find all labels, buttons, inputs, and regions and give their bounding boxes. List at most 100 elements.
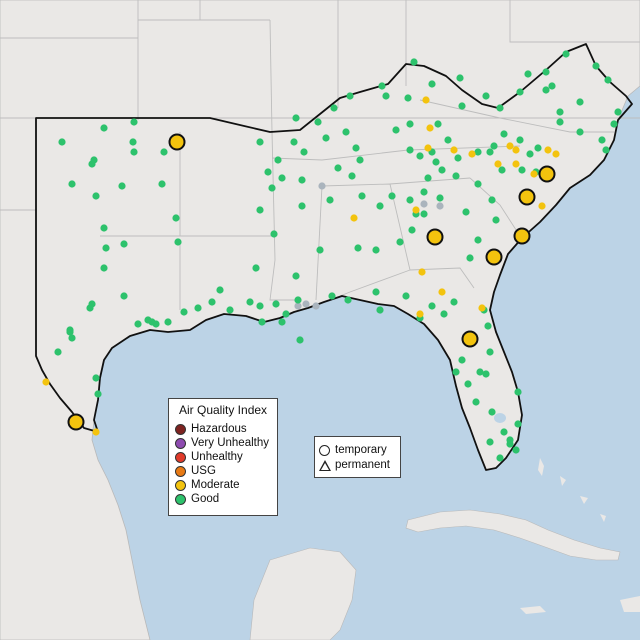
monitor-site-good[interactable] xyxy=(420,188,428,196)
monitor-site-good[interactable] xyxy=(68,334,76,342)
monitor-site-good[interactable] xyxy=(372,246,380,254)
monitor-site-good[interactable] xyxy=(348,172,356,180)
monitor-site-good[interactable] xyxy=(256,138,264,146)
monitor-site-good[interactable] xyxy=(534,144,542,152)
monitor-site-good[interactable] xyxy=(514,388,522,396)
monitor-site-good[interactable] xyxy=(456,74,464,82)
temporary-monitor-moderate[interactable] xyxy=(168,133,186,151)
temporary-monitor-moderate[interactable] xyxy=(461,330,479,348)
temporary-monitor-moderate[interactable] xyxy=(538,165,556,183)
monitor-site-good[interactable] xyxy=(226,306,234,314)
monitor-site-good[interactable] xyxy=(472,398,480,406)
monitor-site-moderate[interactable] xyxy=(538,202,546,210)
monitor-site-good[interactable] xyxy=(396,238,404,246)
monitor-site-good[interactable] xyxy=(120,292,128,300)
monitor-site-good[interactable] xyxy=(486,148,494,156)
monitor-site-good[interactable] xyxy=(298,176,306,184)
monitor-site-good[interactable] xyxy=(516,88,524,96)
monitor-site-good[interactable] xyxy=(346,92,354,100)
monitor-site-good[interactable] xyxy=(256,206,264,214)
monitor-site-good[interactable] xyxy=(358,192,366,200)
monitor-site-moderate[interactable] xyxy=(350,214,358,222)
monitor-site-good[interactable] xyxy=(496,454,504,462)
monitor-site-good[interactable] xyxy=(102,244,110,252)
monitor-site-good[interactable] xyxy=(278,174,286,182)
monitor-site-good[interactable] xyxy=(490,142,498,150)
monitor-site-good[interactable] xyxy=(444,136,452,144)
monitor-site-moderate[interactable] xyxy=(426,124,434,132)
monitor-site-good[interactable] xyxy=(54,348,62,356)
monitor-site-good[interactable] xyxy=(466,254,474,262)
monitor-site-good[interactable] xyxy=(458,102,466,110)
monitor-site-good[interactable] xyxy=(512,446,520,454)
temporary-monitor-moderate[interactable] xyxy=(518,188,536,206)
monitor-site-good[interactable] xyxy=(576,98,584,106)
monitor-site-moderate[interactable] xyxy=(438,288,446,296)
monitor-site-good[interactable] xyxy=(526,150,534,158)
monitor-site-good[interactable] xyxy=(256,302,264,310)
monitor-site-good[interactable] xyxy=(264,168,272,176)
monitor-site-good[interactable] xyxy=(438,166,446,174)
monitor-site-good[interactable] xyxy=(252,264,260,272)
monitor-site-good[interactable] xyxy=(330,104,338,112)
monitor-site-good[interactable] xyxy=(134,320,142,328)
monitor-site-good[interactable] xyxy=(352,144,360,152)
monitor-site-good[interactable] xyxy=(372,288,380,296)
monitor-site-good[interactable] xyxy=(129,138,137,146)
monitor-site-good[interactable] xyxy=(406,146,414,154)
monitor-site-good[interactable] xyxy=(382,92,390,100)
monitor-site-good[interactable] xyxy=(410,58,418,66)
monitor-site-good[interactable] xyxy=(180,308,188,316)
monitor-site-good[interactable] xyxy=(434,120,442,128)
monitor-site-good[interactable] xyxy=(100,264,108,272)
monitor-site-moderate[interactable] xyxy=(416,310,424,318)
monitor-site-good[interactable] xyxy=(488,196,496,204)
monitor-site-good[interactable] xyxy=(420,210,428,218)
monitor-site-good[interactable] xyxy=(464,380,472,388)
monitor-site-good[interactable] xyxy=(408,226,416,234)
monitor-site-good[interactable] xyxy=(258,318,266,326)
monitor-site-good[interactable] xyxy=(100,124,108,132)
monitor-site-good[interactable] xyxy=(486,348,494,356)
monitor-site-moderate[interactable] xyxy=(424,144,432,152)
monitor-site-good[interactable] xyxy=(506,436,514,444)
monitor-site-good[interactable] xyxy=(562,50,570,58)
monitor-site-good[interactable] xyxy=(402,292,410,300)
monitor-site-moderate[interactable] xyxy=(530,170,538,178)
monitor-site-good[interactable] xyxy=(298,202,306,210)
monitor-site-grey[interactable] xyxy=(302,300,310,308)
monitor-site-moderate[interactable] xyxy=(42,378,50,386)
monitor-site-good[interactable] xyxy=(488,408,496,416)
monitor-site-grey[interactable] xyxy=(294,302,302,310)
monitor-site-good[interactable] xyxy=(92,374,100,382)
monitor-site-good[interactable] xyxy=(614,108,622,116)
monitor-site-good[interactable] xyxy=(518,166,526,174)
monitor-site-good[interactable] xyxy=(604,76,612,84)
monitor-site-good[interactable] xyxy=(92,192,100,200)
monitor-site-good[interactable] xyxy=(484,322,492,330)
monitor-site-good[interactable] xyxy=(334,164,342,172)
monitor-site-good[interactable] xyxy=(356,156,364,164)
monitor-site-good[interactable] xyxy=(392,126,400,134)
monitor-site-good[interactable] xyxy=(300,148,308,156)
monitor-site-grey[interactable] xyxy=(436,202,444,210)
monitor-site-grey[interactable] xyxy=(312,302,320,310)
monitor-site-good[interactable] xyxy=(172,214,180,222)
monitor-site-good[interactable] xyxy=(486,438,494,446)
monitor-site-good[interactable] xyxy=(208,298,216,306)
monitor-site-good[interactable] xyxy=(406,120,414,128)
monitor-site-moderate[interactable] xyxy=(544,146,552,154)
temporary-monitor-moderate[interactable] xyxy=(67,413,85,431)
monitor-site-good[interactable] xyxy=(376,306,384,314)
monitor-site-good[interactable] xyxy=(296,336,304,344)
monitor-site-good[interactable] xyxy=(452,368,460,376)
monitor-site-good[interactable] xyxy=(474,148,482,156)
monitor-site-good[interactable] xyxy=(342,128,350,136)
monitor-site-good[interactable] xyxy=(58,138,66,146)
monitor-site-good[interactable] xyxy=(388,192,396,200)
monitor-site-good[interactable] xyxy=(344,296,352,304)
monitor-site-good[interactable] xyxy=(274,156,282,164)
monitor-site-good[interactable] xyxy=(94,390,102,398)
monitor-site-good[interactable] xyxy=(246,298,254,306)
monitor-site-good[interactable] xyxy=(610,120,618,128)
